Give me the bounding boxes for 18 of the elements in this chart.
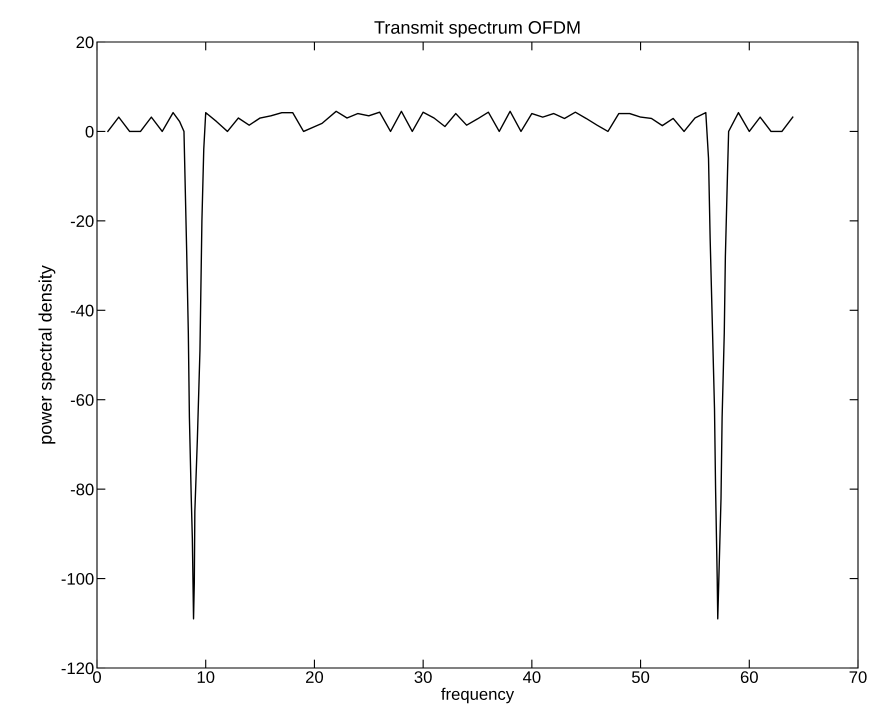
y-tick-label: 20 [76,36,94,48]
y-tick-label: -60 [70,394,94,406]
x-tick-label: 60 [740,671,758,684]
y-tick-label: -80 [70,484,94,496]
y-tick-label: -40 [70,304,94,316]
y-tick-label: -20 [70,215,94,228]
x-tick-label: 20 [306,671,324,684]
x-tick-label: 70 [850,671,867,684]
x-tick-label: 30 [414,671,432,684]
y-tick-label: -100 [62,572,94,585]
y-tick-label: -120 [62,662,94,674]
x-tick-label: 40 [522,671,540,684]
y-axis-title: power spectral density [38,265,56,444]
y-tick-label: 0 [86,126,94,138]
x-axis-title: frequency [441,688,514,704]
x-tick-label: 50 [632,671,650,684]
chart-title: Transmit spectrum OFDM [374,20,580,38]
x-tick-label: 10 [198,671,214,684]
